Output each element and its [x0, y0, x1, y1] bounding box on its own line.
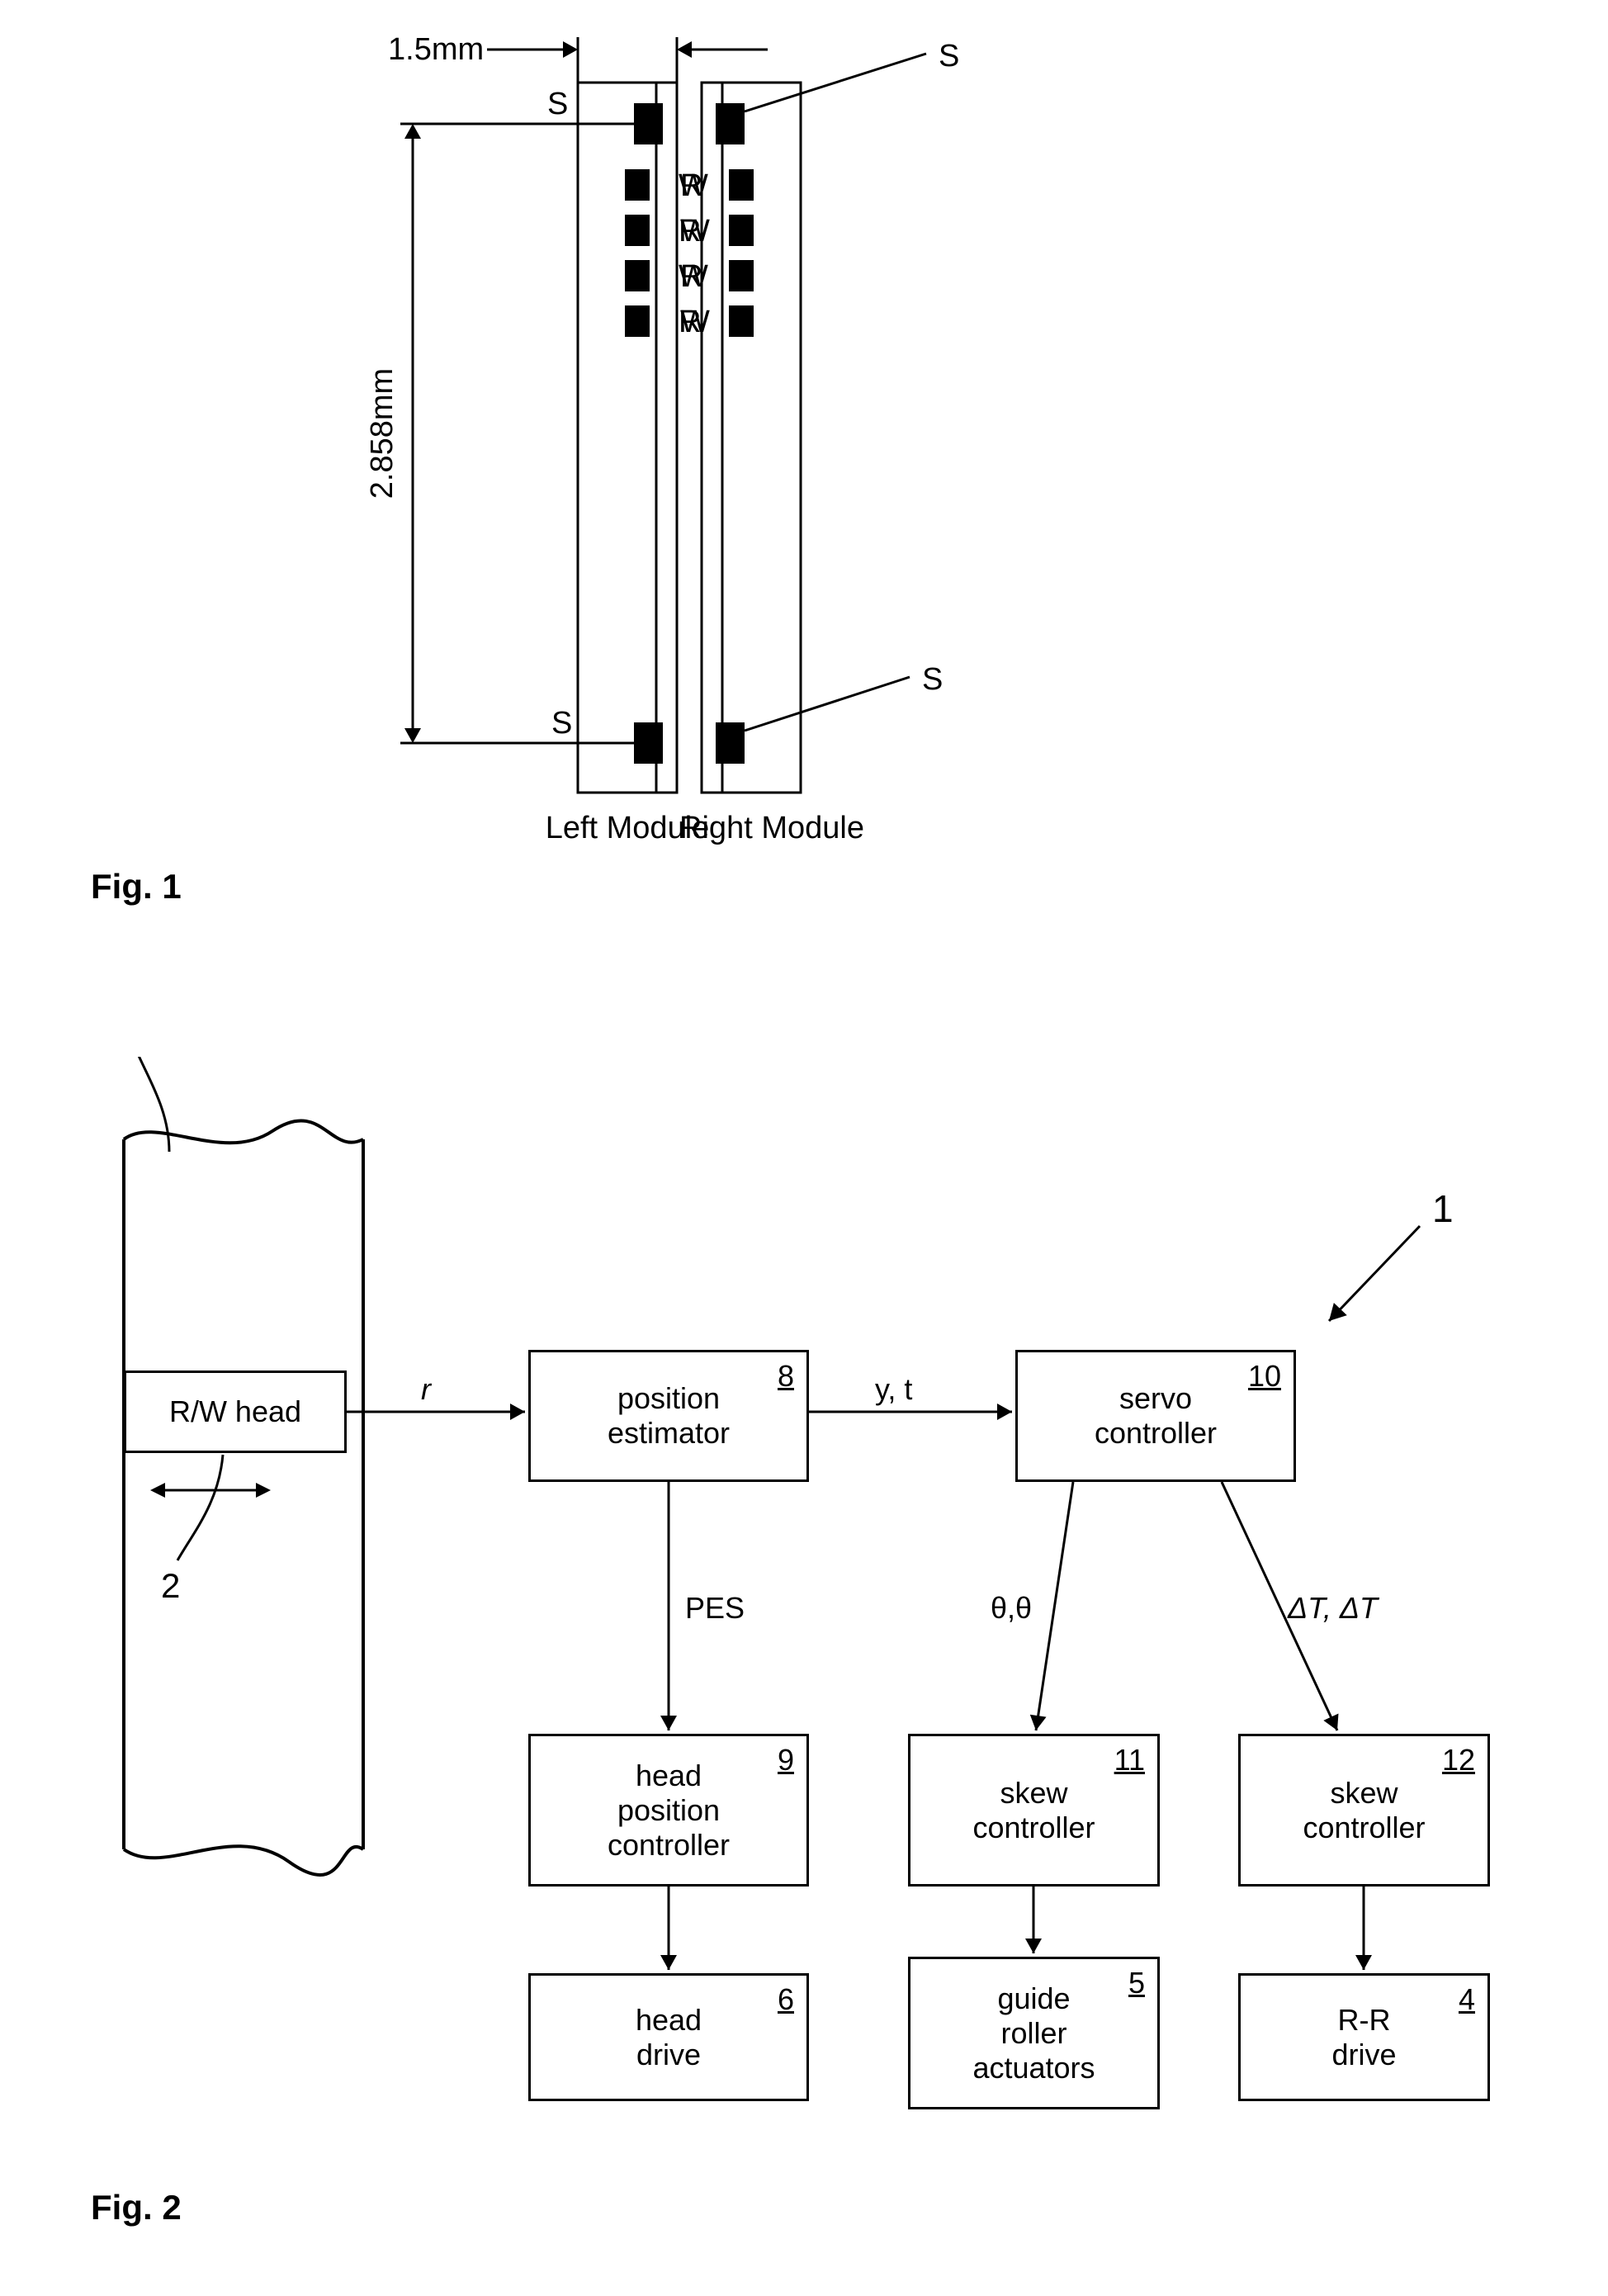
rr-drive-line2: drive	[1331, 2038, 1396, 2072]
position-estimator-line1: position	[617, 1381, 720, 1416]
head-position-controller-box: 9 head position controller	[528, 1734, 809, 1887]
head-drive-box: 6 head drive	[528, 1973, 809, 2101]
svg-text:R: R	[679, 305, 701, 339]
servo-controller-line2: controller	[1095, 1416, 1217, 1451]
skew-controller-2-box: 12 skew controller	[1238, 1734, 1490, 1887]
guide-roller-num: 5	[1128, 1966, 1145, 2000]
head-position-controller-line2: position	[617, 1793, 720, 1828]
head-drive-line1: head	[636, 2003, 702, 2038]
fig1-label: Fig. 1	[91, 867, 182, 907]
head-drive-num: 6	[778, 1982, 794, 2017]
servo-controller-box: 10 servo controller	[1015, 1350, 1296, 1482]
guide-roller-box: 5 guide roller actuators	[908, 1957, 1160, 2109]
skew-controller-2-line2: controller	[1303, 1811, 1425, 1845]
svg-text:W: W	[679, 168, 708, 203]
servo-controller-line1: servo	[1119, 1381, 1192, 1416]
svg-text:S: S	[939, 39, 959, 73]
servo-controller-num: 10	[1248, 1359, 1281, 1394]
guide-roller-line3: actuators	[972, 2051, 1095, 2085]
svg-text:S: S	[547, 87, 568, 121]
svg-text:2.858mm: 2.858mm	[365, 368, 400, 499]
head-position-controller-line1: head	[636, 1759, 702, 1793]
head-position-controller-num: 9	[778, 1743, 794, 1778]
svg-text:S: S	[922, 662, 943, 697]
position-estimator-box: 8 position estimator	[528, 1350, 809, 1482]
fig2-html-layer: R/W head 8 position estimator 10 servo c…	[0, 1057, 1608, 2295]
skew-controller-1-box: 11 skew controller	[908, 1734, 1160, 1887]
skew-controller-1-num: 11	[1114, 1743, 1145, 1778]
svg-text:Right Module: Right Module	[679, 811, 864, 845]
svg-text:W: W	[679, 259, 708, 294]
svg-text:S: S	[551, 706, 572, 741]
guide-roller-line1: guide	[997, 1981, 1070, 2016]
head-position-controller-line3: controller	[608, 1828, 730, 1863]
rr-drive-num: 4	[1459, 1982, 1475, 2017]
skew-controller-2-num: 12	[1442, 1743, 1475, 1778]
rw-head-box: R/W head	[124, 1370, 347, 1453]
head-drive-line2: drive	[636, 2038, 701, 2072]
fig1-svg: RWRWWRWR1.5mmSSSS2.858mmLeft ModuleRight…	[0, 0, 1608, 991]
position-estimator-num: 8	[778, 1359, 794, 1394]
svg-text:R: R	[679, 214, 701, 249]
rr-drive-line1: R-R	[1338, 2003, 1391, 2038]
page: RWRWWRWR1.5mmSSSS2.858mmLeft ModuleRight…	[0, 0, 1608, 2296]
rr-drive-box: 4 R-R drive	[1238, 1973, 1490, 2101]
position-estimator-line2: estimator	[608, 1416, 730, 1451]
guide-roller-line2: roller	[1000, 2016, 1066, 2051]
skew-controller-1-line1: skew	[1000, 1776, 1067, 1811]
svg-text:1.5mm: 1.5mm	[388, 32, 484, 67]
skew-controller-2-line1: skew	[1330, 1776, 1398, 1811]
skew-controller-1-line2: controller	[972, 1811, 1095, 1845]
rw-head-label: R/W head	[169, 1394, 301, 1429]
